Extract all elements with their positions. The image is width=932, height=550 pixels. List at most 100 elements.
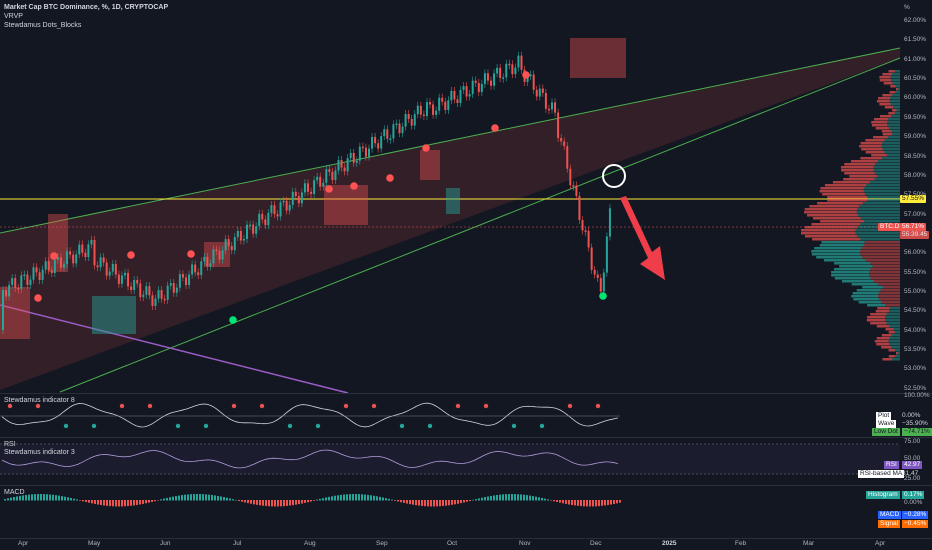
candle-body [459, 89, 462, 103]
volume-profile-bar [874, 163, 900, 166]
axis-unit-label[interactable]: % [904, 4, 910, 11]
candle-body [368, 148, 370, 157]
macd-histogram-bar [61, 496, 63, 501]
time-tick-label: Aug [304, 540, 316, 547]
volume-profile-bar [859, 205, 900, 208]
volume-profile-bar [874, 340, 889, 343]
candle-body [377, 143, 380, 149]
candle-body [203, 256, 206, 262]
signal-dot [422, 144, 430, 152]
volume-profile-bar [874, 178, 900, 181]
candle-body [288, 204, 291, 211]
volume-profile-bar [862, 286, 884, 289]
pane-divider-2[interactable] [0, 437, 932, 438]
price-tick-label: 62.00% [904, 17, 927, 24]
price-axis[interactable] [900, 0, 932, 550]
candle-body [56, 257, 59, 260]
volume-profile-bar [891, 334, 900, 337]
volume-profile-bar [819, 190, 864, 193]
candle-body [53, 259, 56, 274]
macd-histogram-bar [337, 495, 339, 501]
volume-profile-bar [860, 157, 883, 160]
candle-body [563, 141, 566, 147]
candle-body [514, 67, 517, 75]
rsi-indicator-3-title[interactable]: Stewdamus indicator 3 [4, 449, 75, 456]
macd-histogram-bar [493, 495, 495, 501]
macd-histogram-bar [253, 500, 255, 505]
time-tick-label: 2025 [662, 540, 677, 547]
candle-body [404, 113, 407, 127]
volume-profile-bar [867, 196, 900, 199]
macd-histogram-bar [190, 494, 192, 501]
candle-body [389, 138, 392, 140]
macd-histogram-bar [43, 494, 45, 501]
macd-histogram-bar [445, 500, 447, 506]
pane-divider-1[interactable] [0, 393, 932, 394]
volume-profile-bar [876, 100, 890, 103]
candle-body [194, 264, 197, 273]
macd-histogram-bar [103, 500, 105, 506]
candle-body [17, 287, 20, 290]
macd-histogram-label: Histogram [866, 491, 900, 499]
volume-profile-bar [879, 103, 891, 106]
volume-profile-bar [824, 184, 867, 187]
candle-body [444, 101, 447, 110]
macd-histogram-bar [538, 497, 540, 501]
indicator-legend-dots-blocks[interactable]: Stewdamus Dots_Blocks [4, 22, 82, 29]
volume-profile-bar [870, 268, 900, 271]
candle-body [191, 264, 194, 275]
candle-body [81, 244, 84, 253]
price-tick-label: 56.00% [904, 249, 927, 257]
candle-body [374, 136, 377, 144]
volume-profile-bar [864, 220, 900, 223]
osc-dot [511, 423, 517, 429]
osc-dot [7, 403, 13, 409]
candle-body [102, 257, 105, 263]
macd-histogram-bar [160, 499, 162, 501]
volume-profile-bar [889, 127, 900, 130]
macd-histogram-bar [316, 499, 318, 501]
pane-divider-3[interactable] [0, 485, 932, 486]
price-tick-label: 60.50% [904, 75, 927, 83]
signal-dot [386, 174, 394, 182]
volume-profile-bar [834, 277, 871, 280]
macd-histogram-bar [457, 500, 459, 504]
osc-dot [539, 423, 545, 429]
volume-profile-bar [877, 307, 890, 310]
signal-dot [325, 185, 333, 193]
candle-body [90, 239, 93, 245]
candle-body [114, 264, 117, 275]
rsi-pane-title[interactable]: RSI [4, 441, 16, 448]
macd-histogram-bar [529, 495, 531, 501]
osc-dot [287, 423, 293, 429]
macd-histogram-bar [238, 500, 240, 502]
macd-histogram-bar [616, 500, 618, 504]
indicator-legend-vrvp[interactable]: VRVP [4, 13, 23, 20]
candle-body [157, 290, 160, 299]
price-tick-label: 60.00% [904, 94, 927, 102]
macd-pane-title[interactable]: MACD [4, 489, 25, 496]
volume-profile-bar [853, 298, 879, 301]
volume-profile-bar [873, 280, 900, 283]
volume-profile-bar [874, 118, 889, 121]
candle-body [166, 285, 169, 300]
signal-value: −0.45% [902, 520, 929, 528]
candle-body [602, 272, 605, 292]
symbol-title[interactable]: Market Cap BTC Dominance, %, 1D, CRYPTOC… [4, 4, 169, 11]
volume-profile-bar [882, 133, 893, 136]
volume-profile-bar [812, 217, 861, 220]
osc-dot [259, 403, 265, 409]
volume-profile-bar [877, 175, 900, 178]
volume-profile-bar [887, 136, 900, 139]
signal-dot [350, 182, 358, 190]
osc-pane-title[interactable]: Stewdamus indicator 8 [4, 397, 75, 404]
btc-d-price-tag: 56.71% [900, 223, 927, 231]
volume-profile-bar [888, 349, 895, 352]
macd-histogram-bar [7, 498, 9, 501]
candle-body [395, 123, 398, 126]
candle-body [136, 280, 139, 284]
rsi-axis-25: 25.00 [904, 475, 921, 482]
macd-histogram-bar [25, 494, 27, 501]
macd-histogram-bar [277, 500, 279, 507]
